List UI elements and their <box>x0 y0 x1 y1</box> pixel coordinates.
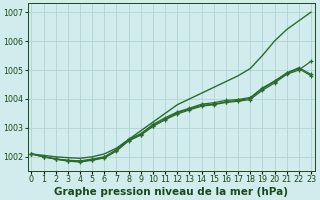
X-axis label: Graphe pression niveau de la mer (hPa): Graphe pression niveau de la mer (hPa) <box>54 187 288 197</box>
